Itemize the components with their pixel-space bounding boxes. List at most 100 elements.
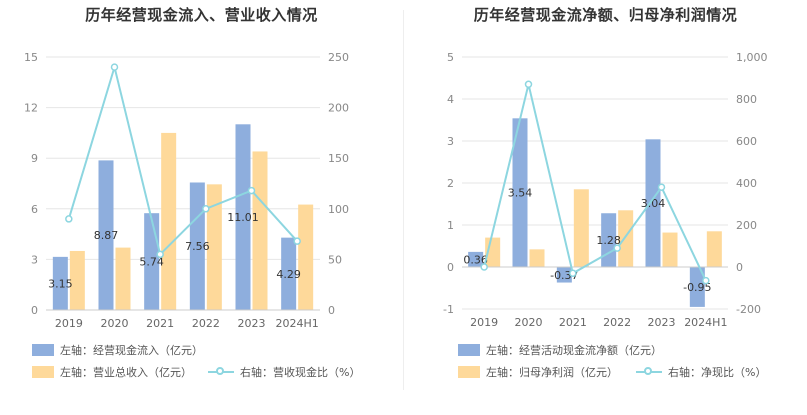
bar-series-2 [206, 184, 222, 310]
line-point [65, 215, 73, 223]
bar-data-label: -0.95 [683, 281, 711, 294]
y-left-tick-label: 3 [447, 135, 454, 148]
x-tick-label: 2019 [470, 316, 498, 329]
y-right-tick-label: 400 [736, 177, 757, 190]
x-tick-label: 2022 [192, 317, 220, 330]
bar-series-1 [689, 267, 705, 307]
legend-label: 左轴：经营现金流入（亿元） [60, 344, 203, 357]
bar-series-2 [706, 231, 722, 267]
x-tick-label: 2024H1 [276, 317, 319, 330]
y-right-tick-label: 800 [736, 93, 757, 106]
x-tick-label: 2023 [238, 317, 266, 330]
y-left-tick-label: 1 [447, 219, 454, 232]
legend-item-bar2[interactable]: 左轴：营业总收入（亿元） [32, 364, 192, 380]
line-point [156, 250, 164, 259]
legend-item-line[interactable]: 右轴：营收现金比（%） [208, 364, 360, 380]
y-left-tick-label: 5 [447, 51, 454, 64]
bar-data-label: 5.74 [139, 256, 164, 269]
bar-data-label: 8.87 [94, 229, 119, 242]
line-series [483, 84, 707, 282]
y-left-tick-label: 0 [447, 261, 454, 274]
bar-series-1 [281, 237, 297, 310]
y-right-tick-label: 600 [736, 135, 757, 148]
line-point [524, 80, 533, 89]
y-left-tick-label: 12 [24, 102, 38, 115]
line-point [480, 263, 488, 271]
legend-item-bar2[interactable]: 左轴：归母净利润（亿元） [458, 364, 618, 380]
legend-swatch-orange [32, 366, 54, 378]
y-right-tick-label: 50 [328, 253, 342, 266]
chart-title: 历年经营现金流入、营业收入情况 [85, 6, 318, 24]
line-point [569, 269, 577, 278]
legend-line-marker-icon [208, 366, 234, 378]
bar-series-2 [529, 249, 545, 267]
y-right-tick-label: 200 [328, 102, 349, 115]
legend-item-bar1[interactable]: 左轴：经营活动现金流净额（亿元） [458, 342, 662, 358]
x-tick-label: 2024H1 [684, 316, 727, 329]
bar-series-2 [69, 250, 85, 310]
y-left-tick-label: 9 [31, 152, 38, 165]
x-tick-label: 2019 [55, 317, 83, 330]
line-point [702, 276, 710, 285]
y-right-tick-label: 250 [328, 51, 349, 64]
x-tick-label: 2020 [515, 316, 543, 329]
chart-plot: 036912150501001502002503.1520198.8720205… [24, 51, 349, 330]
bar-series-2 [662, 232, 678, 267]
bar-data-label: 3.54 [508, 187, 533, 200]
bar-data-label: 7.56 [185, 240, 210, 253]
x-tick-label: 2021 [146, 317, 174, 330]
y-right-tick-label: 0 [736, 261, 743, 274]
chart-title: 历年经营现金流净额、归母净利润情况 [473, 6, 738, 24]
y-right-tick-label: 200 [736, 219, 757, 232]
chart-plot: -1 0 1 2 3 4 5 -200 0 200 400 600 800 1,000 0.36 2019 3.… [443, 51, 768, 329]
bar-series-2 [298, 204, 314, 310]
bar-series-2 [573, 189, 589, 267]
line-point [110, 63, 119, 71]
chart-panel-1: 历年经营现金流入、营业收入情况 0 3 6 9 12 15 0 50 100 150 200 250 3… [0, 0, 403, 415]
bar-data-label: 4.29 [276, 268, 301, 281]
legend-swatch-orange [458, 366, 480, 378]
legend-label: 左轴：营业总收入（亿元） [60, 366, 192, 379]
legend-item-line[interactable]: 右轴：净现比（%） [636, 364, 766, 380]
y-left-tick-label: 0 [31, 304, 38, 317]
y-left-tick-label: -1 [443, 303, 454, 316]
y-right-tick-label: 0 [328, 304, 335, 317]
line-point [247, 186, 256, 195]
bar-series-1 [52, 256, 68, 310]
x-tick-label: 2021 [559, 316, 587, 329]
y-left-tick-label: 2 [447, 177, 454, 190]
line-point [657, 183, 666, 191]
y-right-tick-label: 150 [328, 152, 349, 165]
bar-series-1 [556, 267, 572, 283]
y-right-tick-label: 100 [328, 203, 349, 216]
line-point [293, 237, 301, 245]
bar-series-2 [115, 247, 131, 310]
y-left-tick-label: 4 [447, 93, 454, 106]
x-tick-label: 2020 [101, 317, 129, 330]
chart-panel-2: 历年经营现金流净额、归母净利润情况 -1 0 1 2 3 4 5 -200 0 200 400 600… [404, 0, 807, 415]
bar-series-2 [618, 210, 634, 267]
bar-series-2 [161, 132, 177, 310]
bar-series-1 [645, 139, 661, 267]
legend-label: 右轴：营收现金比（%） [240, 366, 361, 379]
legend-item-bar1[interactable]: 左轴：经营现金流入（亿元） [32, 342, 203, 358]
legend-line-marker-icon [636, 366, 662, 378]
bar-data-label: 11.01 [227, 211, 259, 224]
line-point [202, 205, 210, 213]
bar-data-label: 1.28 [596, 234, 621, 247]
line-series [67, 63, 298, 257]
bar-data-label: 3.15 [48, 277, 73, 290]
bar-data-label: 0.36 [463, 253, 488, 266]
y-left-tick-label: 3 [31, 253, 38, 266]
x-tick-label: 2022 [603, 316, 631, 329]
y-right-tick-label: 1,000 [736, 51, 768, 64]
bar-series-1 [512, 118, 528, 267]
bar-series-2 [252, 151, 268, 310]
y-left-tick-label: 6 [31, 203, 38, 216]
bar-series-1 [98, 160, 114, 310]
legend-swatch-blue [32, 344, 54, 356]
y-right-tick-label: -200 [736, 303, 761, 316]
panel-divider [403, 10, 404, 390]
line-point [613, 244, 621, 252]
legend-label: 左轴：经营活动现金流净额（亿元） [486, 344, 662, 357]
